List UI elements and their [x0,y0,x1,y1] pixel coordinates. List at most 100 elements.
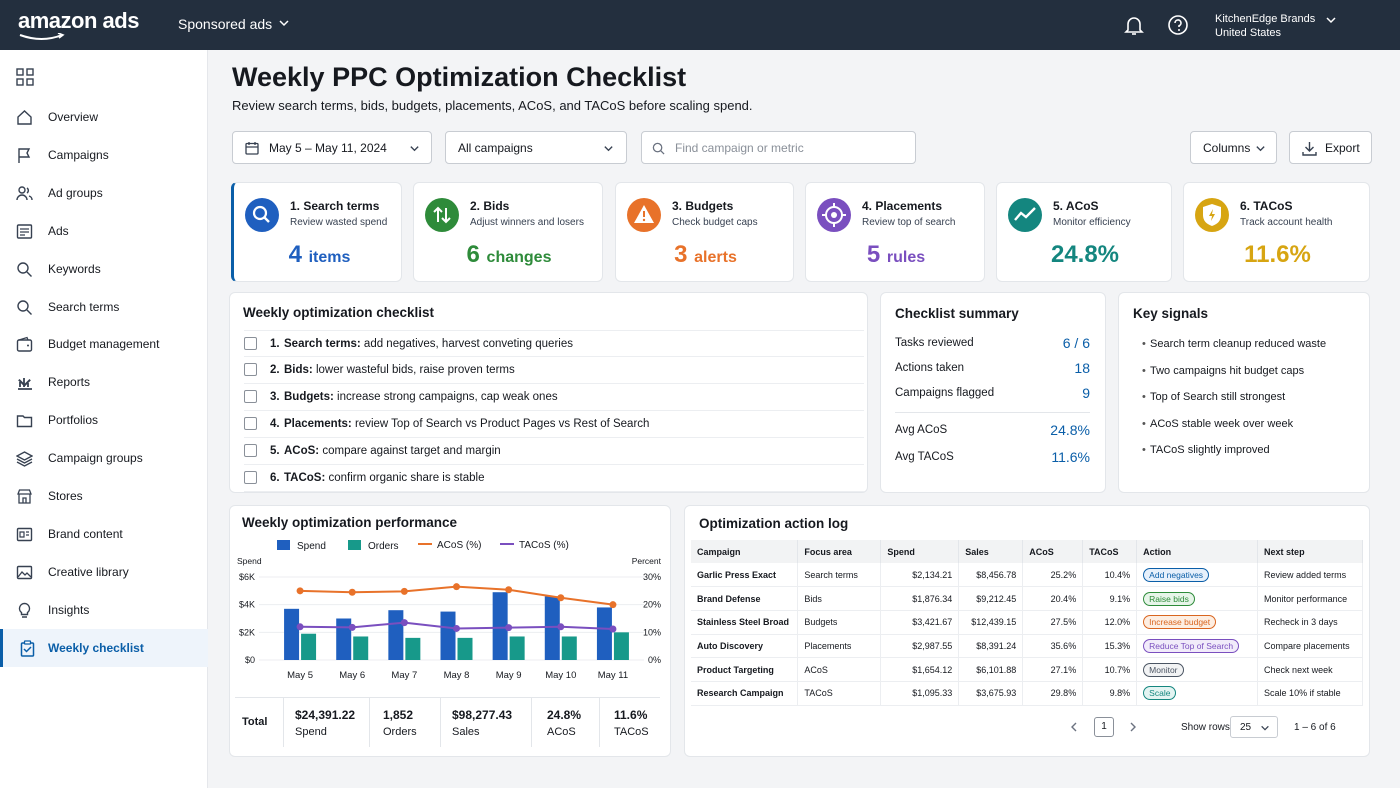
table-row[interactable]: Garlic Press Exact Search terms $2,134.21 $… [691,563,1363,588]
sidebar-item-label: Search terms [48,299,120,314]
sidebar-item-overview[interactable]: Overview [0,98,208,136]
signal-item: Search term cleanup reduced waste [1142,338,1326,350]
date-range-picker[interactable]: May 5 – May 11, 2024 [232,131,432,164]
column-header[interactable]: Campaign [691,540,799,563]
table-row[interactable]: Stainless Steel Broad Budgets $3,421.67 $12… [691,610,1363,635]
step-card-4[interactable]: 4. Placements Review top of search 5 rules [805,182,985,282]
cell-campaign[interactable]: Garlic Press Exact [691,563,799,588]
cell-campaign[interactable]: Auto Discovery [691,634,799,659]
summary-row: Campaigns flagged 9 [895,385,1090,401]
step-card-1[interactable]: 1. Search terms Review wasted spend 4 item… [231,182,402,282]
sidebar-item-campaign-groups[interactable]: Campaign groups [0,439,208,477]
step-value-unit: alerts [694,249,737,266]
column-header[interactable]: Spend [880,540,960,563]
column-header[interactable]: ACoS [1022,540,1084,563]
chevron-down-icon[interactable] [278,17,290,29]
rows-per-page-select[interactable]: 25 [1230,716,1278,738]
summary-label: Campaigns flagged [895,387,995,399]
checklist-checkbox[interactable] [244,444,257,457]
sidebar-item-insights[interactable]: Insights [0,591,208,629]
cell-campaign[interactable]: Research Campaign [691,681,799,706]
chevron-down-icon[interactable] [1325,14,1337,26]
cell-next-step: Compare placements [1257,634,1363,659]
cell-spend: $1,095.33 [880,681,960,706]
account-switcher[interactable]: KitchenEdge Brands United States [1215,12,1315,40]
checklist-checkbox[interactable] [244,363,257,376]
checklist-checkbox[interactable] [244,390,257,403]
total-label: Orders [383,726,417,738]
action-badge[interactable]: Raise bids [1143,591,1195,606]
logo-smile-icon [19,33,65,40]
bar-orders [509,636,525,660]
sidebar-item-ad-groups[interactable]: Ad groups [0,174,208,212]
checklist-item-number: 1. [270,338,280,350]
column-header[interactable]: Focus area [797,540,882,563]
action-badge[interactable]: Reduce Top of Search [1143,638,1240,653]
table-row[interactable]: Research Campaign TACoS $1,095.33 $3,675.93… [691,681,1363,706]
chevron-down-icon[interactable] [16,374,33,391]
sidebar-item-campaigns[interactable]: Campaigns [0,136,208,174]
bell-icon[interactable] [1124,14,1144,36]
step-card-2[interactable]: 2. Bids Adjust winners and losers 6 change… [413,182,603,282]
table-row[interactable]: Product Targeting ACoS $1,654.12 $6,101.88 2… [691,657,1363,682]
cell-campaign[interactable]: Product Targeting [691,657,799,682]
sidebar-item-label: Campaigns [48,147,109,162]
step-card-6[interactable]: 6. TACoS Track account health 11.6% [1183,182,1370,282]
y-tick-left: $4K [239,600,255,610]
action-badge[interactable]: Scale [1143,686,1177,701]
sidebar-item-reports[interactable]: Reports [0,363,208,401]
sidebar-item-stores[interactable]: Stores [0,477,208,515]
step-value: 6 changes [414,241,604,269]
y-tick-right: 0% [648,655,661,665]
help-icon[interactable] [1167,14,1189,36]
search-input[interactable]: Find campaign or metric [641,131,916,164]
sidebar-item-portfolios[interactable]: Portfolios [0,401,208,439]
checklist-checkbox[interactable] [244,471,257,484]
action-badge[interactable]: Add negatives [1143,567,1210,582]
column-header[interactable]: Sales [958,540,1024,563]
bar-orders [301,633,317,660]
sidebar-item-budget-management[interactable]: Budget management [0,325,208,363]
pagination-current-page[interactable]: 1 [1094,717,1114,737]
sidebar-item-label: Keywords [48,261,101,276]
amazon-ads-logo[interactable]: amazon ads [18,8,139,33]
sidebar-item-brand-content[interactable]: Brand content [0,515,208,553]
chevron-right-icon[interactable] [1128,721,1138,733]
step-value: 3 alerts [616,241,795,269]
columns-button[interactable]: Columns [1190,131,1277,164]
step-value-unit: rules [886,249,926,266]
total-label: ACoS [547,726,576,738]
cell-campaign[interactable]: Stainless Steel Broad [691,610,799,635]
column-header[interactable]: Action [1136,540,1259,563]
campaign-filter-select[interactable]: All campaigns [445,131,627,164]
action-log-title: Optimization action log [699,516,849,531]
product-selector-label[interactable]: Sponsored ads [178,16,273,32]
sidebar-item-keywords[interactable]: Keywords [0,250,208,288]
wallet-icon [16,337,33,353]
step-card-3[interactable]: 3. Budgets Check budget caps 3 alerts [615,182,794,282]
sidebar-item-ads[interactable]: Ads [0,212,208,250]
sidebar-item-weekly-checklist[interactable]: Weekly checklist [0,628,208,667]
column-header[interactable]: Next step [1257,540,1363,563]
export-button[interactable]: Export [1289,131,1372,164]
table-row[interactable]: Brand Defense Bids $1,876.34 $9,212.45 20.4%… [691,586,1363,611]
sidebar-item-creative-library[interactable]: Creative library [0,553,208,591]
summary-divider [895,412,1090,413]
target-icon [817,198,851,232]
checklist-item-label: TACoS: [284,472,326,484]
table-row[interactable]: Auto Discovery Placements $2,987.55 $8,391.… [691,634,1363,659]
checklist-checkbox[interactable] [244,417,257,430]
chevron-left-icon[interactable] [1069,721,1079,733]
action-badge[interactable]: Increase budget [1143,615,1217,630]
action-badge[interactable]: Monitor [1143,662,1184,677]
y-tick-right: 20% [643,600,661,610]
step-card-5[interactable]: 5. ACoS Monitor efficiency 24.8% [996,182,1172,282]
checklist-item: 1. Search terms: add negatives, harvest c… [244,330,864,357]
apps-grid-icon[interactable] [16,68,34,86]
sidebar-item-search-terms[interactable]: Search terms [0,288,208,326]
cell-next-step: Recheck in 3 days [1257,610,1363,635]
checklist-checkbox[interactable] [244,337,257,350]
cell-campaign[interactable]: Brand Defense [691,586,799,611]
line-point [453,583,460,591]
column-header[interactable]: TACoS [1082,540,1138,563]
